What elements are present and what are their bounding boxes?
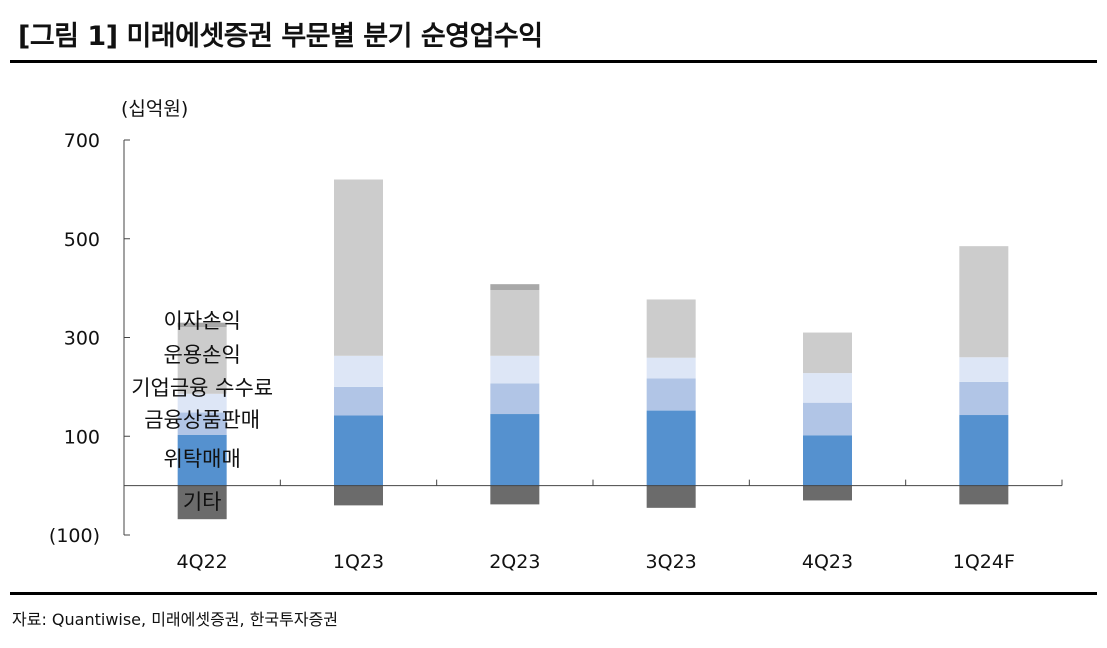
bar-segment: [490, 383, 540, 415]
legend-entry: 운용손익: [164, 343, 241, 367]
x-tick-label: 3Q23: [646, 551, 697, 573]
bar-segment: [646, 299, 696, 358]
bar-segment: [177, 322, 227, 328]
bar-segment: [334, 415, 383, 486]
bar-segment: [334, 355, 383, 387]
bar-segment: [959, 246, 1009, 358]
bar-segment: [803, 402, 852, 436]
legend-entry: 금융상품판매: [144, 408, 260, 432]
bar-segment: [646, 485, 696, 508]
bar-segment: [177, 485, 227, 520]
bar-segment: [490, 290, 540, 356]
bar-segment: [177, 412, 227, 435]
figure-title: [그림 1] 미래에셋증권 부문별 분기 순영업수익: [18, 21, 543, 52]
bar-segment: [959, 415, 1009, 486]
bar-segment: [177, 327, 227, 394]
x-tick-label: 4Q22: [177, 551, 228, 573]
footer-divider: [10, 592, 1097, 595]
legend-entry: 위탁매매: [164, 447, 241, 471]
bar-segment: [334, 386, 383, 416]
bar-segment: [803, 373, 852, 403]
bar-segment: [959, 485, 1009, 505]
unit-label: (십억원): [121, 98, 188, 120]
bar-segment: [803, 332, 852, 374]
bar-segment: [490, 485, 540, 505]
x-tick-label: 2Q23: [489, 551, 540, 573]
bar-segment: [646, 410, 696, 486]
x-tick-label: 4Q23: [802, 551, 853, 573]
bar-segment: [490, 284, 540, 291]
y-tick-label: (100): [49, 525, 100, 547]
legend-entry: 이자손익: [164, 309, 241, 333]
bar-segment: [490, 414, 540, 486]
bar-segment: [177, 393, 227, 413]
y-tick-label: 700: [64, 130, 100, 152]
bar-segment: [646, 378, 696, 411]
bar-segment: [334, 485, 383, 506]
bar-segment: [803, 435, 852, 486]
y-tick-label: 100: [64, 426, 100, 448]
bar-segment: [177, 434, 227, 486]
title-divider: [10, 60, 1097, 63]
bar-segment: [646, 357, 696, 379]
x-tick-label: 1Q23: [333, 551, 384, 573]
y-tick-label: 300: [64, 328, 100, 350]
x-tick-label: 1Q24F: [953, 551, 1015, 573]
bar-segment: [959, 357, 1009, 382]
bar-segment: [803, 485, 852, 501]
legend-entry: 기타: [183, 490, 222, 514]
bar-segment: [490, 355, 540, 384]
stacked-bar-chart: (십억원) 700 500 300 100 (100) 4Q22 1Q23 2Q23 3Q23 4Q…: [49, 98, 1063, 573]
source-note: 자료: Quantiwise, 미래에셋증권, 한국투자증권: [12, 610, 339, 629]
legend-entry: 기업금융 수수료: [131, 376, 273, 400]
bar-segment: [959, 381, 1009, 416]
y-tick-label: 500: [64, 229, 100, 251]
bar-segment: [334, 179, 383, 356]
